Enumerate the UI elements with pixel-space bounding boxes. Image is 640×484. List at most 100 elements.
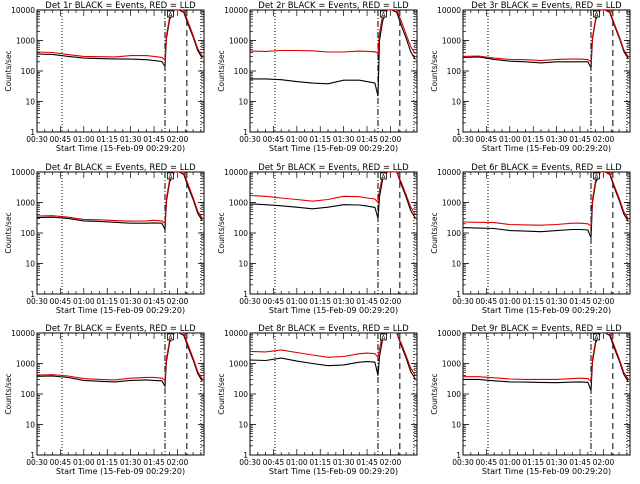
x-tick-label: 02:00	[167, 297, 189, 306]
y-tick-label: 10	[25, 421, 35, 430]
y-tick-label: 1000	[442, 360, 461, 369]
x-tick-label: 01:30	[333, 135, 355, 144]
marker-label: A	[168, 174, 173, 181]
x-tick-label: 01:45	[143, 297, 165, 306]
x-tick-label: 01:30	[546, 135, 568, 144]
x-tick-label: 01:45	[356, 458, 378, 467]
panel-det-6: Det 6r BLACK = Events, RED = LLD 1 10 100 10…	[430, 163, 631, 315]
x-axis-label: Start Time (15-Feb-09 00:29:20)	[56, 144, 185, 153]
x-axis-label: Start Time (15-Feb-09 00:29:20)	[269, 144, 398, 153]
y-tick-label: 10	[451, 98, 461, 107]
x-axis-label: Start Time (15-Feb-09 00:29:20)	[56, 306, 185, 315]
y-axis-label: Counts/sec	[4, 212, 13, 253]
series-events-line	[37, 333, 203, 389]
panel-det-1: Det 1r BLACK = Events, RED = LLD 1 10 100 10…	[4, 1, 205, 153]
panel-det-5: Det 5r BLACK = Events, RED = LLD 1 10 100 10…	[217, 163, 418, 315]
y-tick-label: 10	[451, 421, 461, 430]
x-axis-label: Start Time (15-Feb-09 00:29:20)	[56, 467, 185, 476]
x-tick-label: 01:45	[356, 297, 378, 306]
y-axis-label: Counts/sec	[217, 212, 226, 253]
marker-box	[167, 172, 174, 180]
series-events-line	[37, 10, 203, 69]
x-tick-label: 02:00	[167, 458, 189, 467]
x-tick-label: 00:30	[26, 135, 48, 144]
x-tick-label: 02:00	[593, 297, 615, 306]
x-tick-label: 00:30	[239, 458, 261, 467]
x-tick-label: 01:00	[286, 458, 308, 467]
series-lld-line	[463, 172, 629, 228]
panel-det-2: Det 2r BLACK = Events, RED = LLD 1 10 100 10…	[217, 1, 418, 153]
x-tick-label: 01:15	[96, 297, 118, 306]
x-tick-label: 01:00	[286, 297, 308, 306]
y-tick-label: 1000	[16, 199, 35, 208]
y-tick-label: 1000	[442, 199, 461, 208]
y-tick-label: 10000	[224, 168, 248, 177]
x-tick-label: 01:15	[309, 135, 331, 144]
x-tick-label: 01:00	[499, 297, 521, 306]
x-tick-label: 01:45	[569, 458, 591, 467]
x-tick-label: 01:30	[333, 297, 355, 306]
x-axis-label: Start Time (15-Feb-09 00:29:20)	[269, 467, 398, 476]
series-lld-line	[250, 10, 416, 55]
marker-label: A	[594, 335, 599, 342]
x-tick-label: 02:00	[380, 135, 402, 144]
marker-label: A	[594, 12, 599, 19]
x-tick-label: 00:45	[50, 297, 72, 306]
x-tick-label: 02:00	[593, 458, 615, 467]
marker-label: A	[168, 335, 173, 342]
y-tick-label: 100	[21, 390, 36, 399]
x-tick-label: 01:30	[120, 297, 142, 306]
y-tick-label: 1	[30, 128, 35, 137]
panel-det-7: Det 7r BLACK = Events, RED = LLD 1 10 100 10…	[4, 324, 205, 476]
x-tick-label: 00:45	[476, 135, 498, 144]
marker-box	[380, 172, 387, 180]
y-axis-label: Counts/sec	[430, 373, 439, 414]
panel-det-3: Det 3r BLACK = Events, RED = LLD 1 10 100 10…	[430, 1, 631, 153]
x-tick-label: 00:45	[263, 297, 285, 306]
y-axis-label: Counts/sec	[4, 50, 13, 91]
series-lld-line	[463, 333, 629, 383]
x-tick-label: 01:30	[333, 458, 355, 467]
y-tick-label: 100	[21, 67, 36, 76]
x-tick-label: 01:30	[546, 297, 568, 306]
x-tick-label: 01:00	[73, 135, 95, 144]
series-lld-line	[250, 333, 416, 376]
y-tick-label: 1000	[16, 37, 35, 46]
panel-title: Det 1r BLACK = Events, RED = LLD	[45, 1, 196, 11]
series-lld-line	[37, 10, 203, 62]
marker-box	[593, 333, 600, 341]
marker-label: A	[381, 335, 386, 342]
marker-label: A	[594, 174, 599, 181]
x-tick-label: 01:15	[96, 458, 118, 467]
marker-label: A	[381, 12, 386, 19]
y-tick-label: 10000	[437, 168, 461, 177]
x-axis-label: Start Time (15-Feb-09 00:29:20)	[482, 144, 611, 153]
marker-box	[167, 10, 174, 18]
series-lld-line	[250, 172, 416, 215]
series-events-line	[463, 10, 629, 70]
panel-title: Det 4r BLACK = Events, RED = LLD	[45, 163, 196, 173]
x-tick-label: 01:15	[522, 135, 544, 144]
series-lld-line	[37, 172, 203, 225]
y-tick-label: 100	[234, 229, 249, 238]
panel-title: Det 6r BLACK = Events, RED = LLD	[471, 163, 622, 173]
x-tick-label: 00:45	[476, 458, 498, 467]
panel-title: Det 3r BLACK = Events, RED = LLD	[471, 1, 622, 11]
y-tick-label: 10	[25, 260, 35, 269]
marker-box	[380, 333, 387, 341]
x-tick-label: 01:15	[309, 458, 331, 467]
y-tick-label: 10000	[224, 6, 248, 15]
y-tick-label: 1000	[229, 199, 248, 208]
x-tick-label: 00:45	[50, 135, 72, 144]
marker-box	[380, 10, 387, 18]
y-tick-label: 1	[243, 290, 248, 299]
y-tick-label: 1000	[229, 360, 248, 369]
y-tick-label: 10000	[437, 329, 461, 338]
y-tick-label: 1	[243, 451, 248, 460]
marker-box	[593, 10, 600, 18]
panel-title: Det 5r BLACK = Events, RED = LLD	[258, 163, 409, 173]
series-lld-line	[463, 10, 629, 63]
x-tick-label: 00:30	[26, 458, 48, 467]
y-tick-label: 100	[234, 390, 249, 399]
y-tick-label: 1	[30, 451, 35, 460]
